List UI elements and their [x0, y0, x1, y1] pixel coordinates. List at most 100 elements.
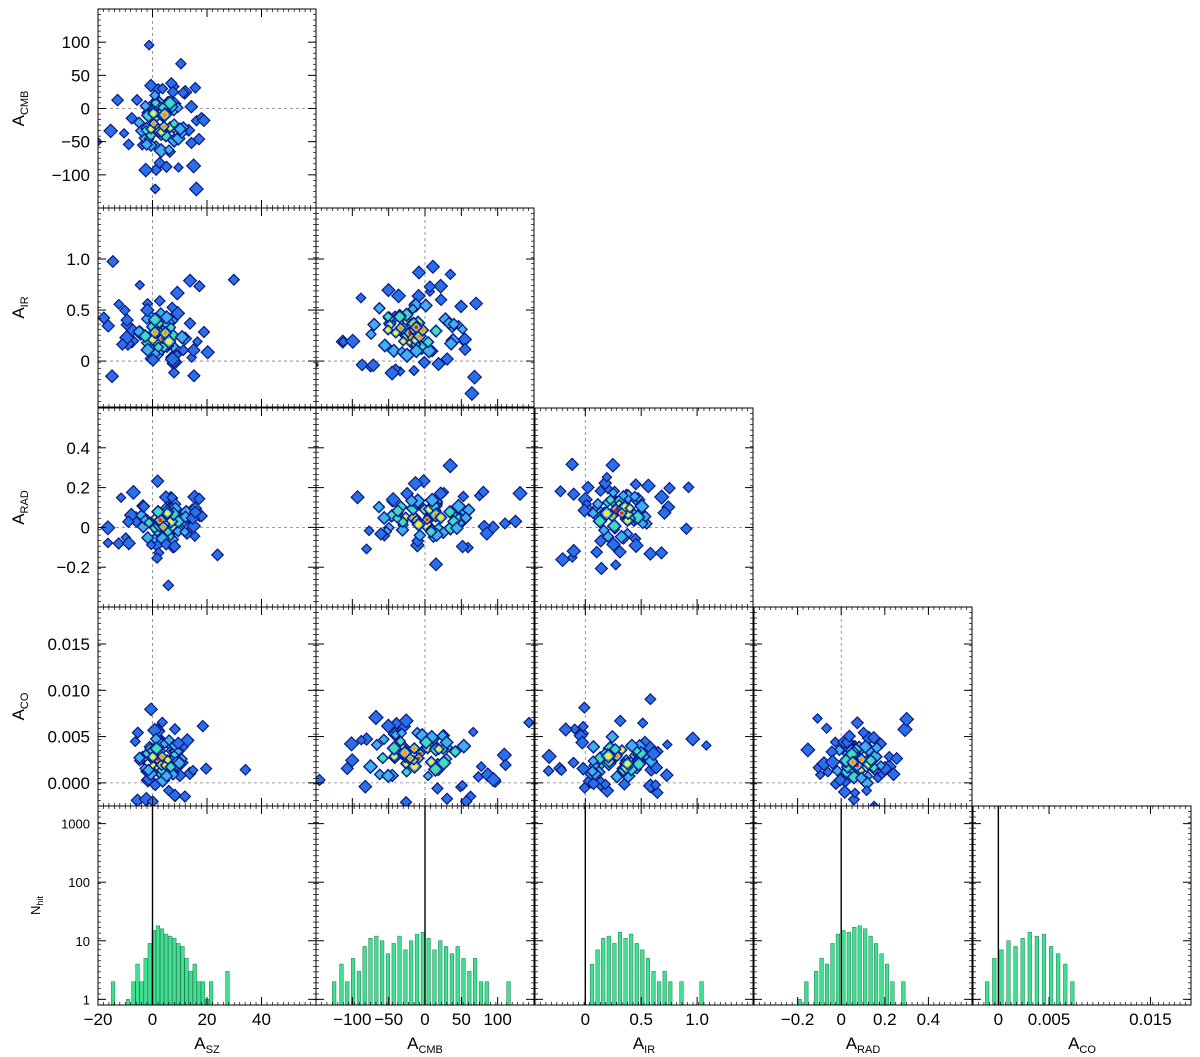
density-cell — [613, 714, 627, 728]
density-cell — [161, 312, 172, 323]
x-tick-label: 0 — [581, 1010, 590, 1029]
density-cell — [151, 316, 159, 324]
density-cell — [421, 300, 431, 311]
density-cell — [603, 510, 610, 517]
density-cell — [835, 746, 844, 755]
density-cell — [434, 293, 448, 307]
density-cell — [566, 543, 582, 559]
density-cell — [178, 790, 192, 803]
x-tick-label: 20 — [198, 1010, 217, 1029]
histogram-bar — [595, 949, 600, 1006]
histogram-bar — [188, 971, 193, 1006]
density-cell — [380, 735, 388, 744]
density-cell — [860, 741, 871, 752]
histogram-bar — [645, 958, 650, 1006]
density-cell — [453, 501, 464, 512]
density-cell — [407, 475, 424, 492]
density-panel-cmb-ir — [229, 208, 534, 407]
density-cell — [118, 127, 130, 139]
density-cell — [197, 325, 211, 339]
density-cell — [872, 743, 881, 752]
density-cell — [393, 330, 399, 336]
density-cell — [350, 489, 365, 505]
histogram-bar — [374, 935, 379, 1006]
density-cell — [446, 809, 456, 819]
density-cell — [883, 750, 896, 763]
density-cell — [161, 124, 166, 129]
histogram-bar — [478, 981, 484, 1006]
density-cell — [399, 519, 406, 525]
density-cell — [360, 543, 373, 555]
density-cell — [593, 499, 602, 508]
density-cell — [239, 763, 252, 776]
density-cell — [565, 457, 580, 472]
density-cell — [431, 765, 440, 774]
y-tick-label: 1 — [83, 992, 90, 1007]
density-cell — [167, 539, 182, 554]
histogram-bar — [1056, 953, 1061, 1006]
density-cell — [624, 761, 631, 767]
density-cell — [446, 338, 456, 349]
histogram-bar — [380, 940, 385, 1006]
histogram-panel-ir — [584, 806, 704, 1006]
density-cell — [654, 546, 669, 560]
density-cell — [398, 713, 414, 729]
density-cell — [589, 509, 598, 518]
density-cell — [229, 290, 238, 299]
histogram-frame-sz — [97, 805, 317, 1006]
histogram-bar — [835, 933, 840, 1006]
density-cell — [174, 758, 184, 768]
histogram-panel-co — [985, 806, 1075, 1006]
density-cell — [620, 511, 624, 515]
y-tick-label: 0.015 — [47, 635, 90, 654]
histogram-bar — [368, 938, 373, 1006]
density-cell — [822, 766, 834, 778]
y-axis-label-ir: AIR — [9, 296, 31, 318]
histogram-bar — [640, 949, 645, 1006]
density-cell — [607, 732, 617, 742]
density-cell — [185, 136, 198, 150]
histogram-bar — [651, 971, 656, 1006]
density-cell — [663, 481, 676, 495]
density-cell — [847, 793, 861, 806]
histogram-bar — [868, 935, 873, 1006]
density-cell — [155, 344, 162, 350]
density-panel-cmb-rad — [316, 408, 534, 607]
density-cell — [199, 762, 213, 775]
density-cell — [459, 325, 466, 333]
density-cell — [162, 330, 168, 336]
density-cell — [629, 478, 642, 491]
density-cell — [849, 787, 861, 799]
histogram-bar — [1063, 963, 1068, 1006]
histogram-frame-co — [972, 805, 1192, 1006]
density-cell — [171, 121, 177, 127]
density-cell — [227, 273, 241, 286]
density-cell — [125, 111, 139, 125]
density-cell — [142, 344, 153, 355]
x-tick-label: 0 — [836, 1010, 845, 1029]
density-cell — [183, 316, 197, 330]
density-cell — [824, 754, 841, 770]
density-cell — [177, 86, 190, 99]
density-cell — [461, 513, 471, 522]
density-cell — [837, 784, 852, 799]
density-cell — [186, 343, 201, 358]
density-cell — [396, 313, 404, 321]
density-cell — [135, 118, 144, 127]
density-cell — [151, 91, 159, 99]
x-tick-label: 0 — [994, 1010, 1003, 1029]
panel-frame-sz-ir — [97, 207, 317, 408]
density-cell — [601, 471, 613, 483]
density-cell — [837, 825, 849, 837]
histogram-bar — [1006, 940, 1011, 1006]
density-cell — [112, 537, 126, 550]
histogram-bar — [634, 943, 639, 1006]
density-cell — [469, 296, 484, 311]
histogram-bar — [345, 981, 350, 1006]
density-cell — [588, 816, 600, 828]
histogram-bar — [884, 963, 890, 1006]
density-cell — [594, 484, 607, 498]
density-cell — [120, 313, 134, 327]
density-cell — [438, 514, 444, 521]
